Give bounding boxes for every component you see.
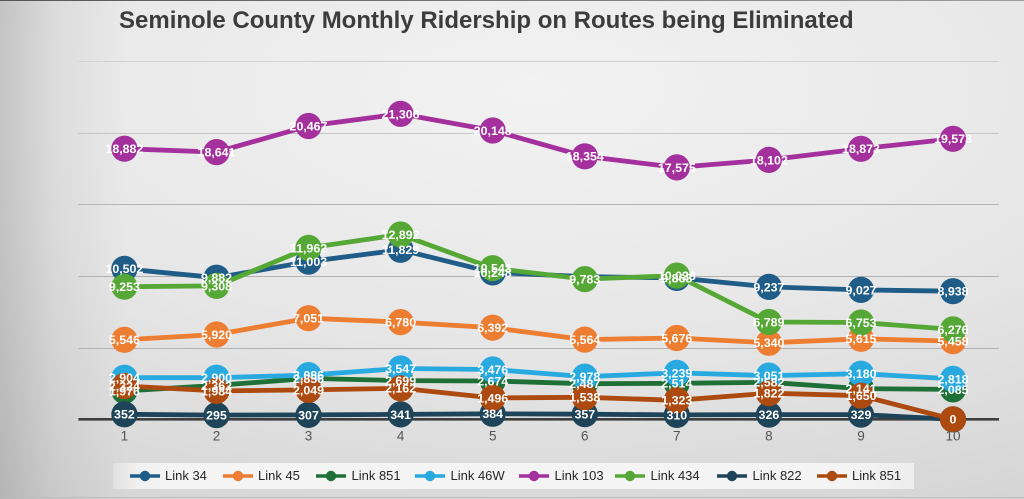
svg-text:2,674: 2,674 [477,374,508,388]
svg-text:20,148: 20,148 [474,124,512,138]
svg-text:9: 9 [857,429,865,444]
svg-text:10,543: 10,543 [474,262,512,276]
svg-text:310: 310 [666,408,687,422]
svg-text:3: 3 [305,429,313,444]
svg-text:307: 307 [298,408,319,422]
svg-text:2: 2 [213,429,221,444]
svg-text:17,575: 17,575 [658,161,696,175]
svg-text:329: 329 [851,408,872,422]
svg-text:9,253: 9,253 [109,280,140,294]
svg-text:2,362: 2,362 [201,379,232,393]
svg-text:5,676: 5,676 [661,331,692,345]
svg-text:18,102: 18,102 [750,153,788,167]
svg-text:11,003: 11,003 [290,255,327,269]
svg-text:6,753: 6,753 [845,316,876,330]
svg-text:2,818: 2,818 [937,372,968,386]
svg-text:2,900: 2,900 [201,371,232,385]
svg-text:9,882: 9,882 [201,271,232,285]
svg-text:295: 295 [206,409,227,423]
svg-text:7: 7 [673,429,681,444]
svg-text:11,962: 11,962 [290,241,327,255]
svg-text:10,502: 10,502 [105,262,143,276]
svg-text:2,141: 2,141 [845,382,876,396]
svg-text:19,573: 19,573 [934,132,972,146]
svg-text:3,086: 3,086 [293,369,324,383]
svg-text:3,239: 3,239 [661,366,692,380]
svg-text:3,547: 3,547 [385,362,416,376]
svg-text:5,340: 5,340 [753,336,784,350]
svg-text:10,248: 10,248 [474,266,512,280]
svg-text:2,856: 2,856 [293,372,324,386]
svg-text:5,564: 5,564 [569,333,600,347]
svg-text:357: 357 [574,408,595,422]
svg-text:10,028: 10,028 [658,269,696,283]
svg-text:5,458: 5,458 [937,335,968,349]
svg-text:21,306: 21,306 [382,107,420,121]
svg-text:1,984: 1,984 [201,384,232,398]
svg-text:1,323: 1,323 [661,394,692,408]
svg-text:2,049: 2,049 [293,383,324,397]
svg-text:9,308: 9,308 [201,279,232,293]
svg-text:9,868: 9,868 [661,271,692,285]
svg-text:10: 10 [945,429,960,444]
svg-text:0: 0 [950,413,957,427]
svg-text:3,180: 3,180 [845,367,876,381]
svg-text:6,789: 6,789 [753,315,784,329]
svg-text:6,780: 6,780 [385,316,416,330]
svg-text:18,882: 18,882 [105,142,143,156]
svg-text:18,354: 18,354 [566,150,604,164]
svg-text:6,276: 6,276 [937,323,968,337]
svg-text:8: 8 [765,429,773,444]
svg-text:9,027: 9,027 [845,283,876,297]
svg-text:6,392: 6,392 [477,321,508,335]
svg-text:5,920: 5,920 [201,328,232,342]
svg-text:2,324: 2,324 [109,379,140,393]
svg-text:2,904: 2,904 [109,371,140,385]
svg-text:1,976: 1,976 [109,384,140,398]
svg-text:326: 326 [759,408,780,422]
svg-text:2,487: 2,487 [569,377,600,391]
svg-text:1,650: 1,650 [845,389,876,403]
svg-text:5,546: 5,546 [109,333,140,347]
svg-text:3,476: 3,476 [477,363,508,377]
svg-text:2,162: 2,162 [385,382,416,396]
svg-text:3,051: 3,051 [753,369,784,383]
svg-text:11,829: 11,829 [382,243,419,257]
svg-text:5,615: 5,615 [845,332,876,346]
svg-text:1: 1 [121,429,129,444]
svg-text:9,237: 9,237 [753,280,784,294]
svg-text:1,538: 1,538 [569,391,600,405]
svg-text:6: 6 [581,429,589,444]
svg-text:18,873: 18,873 [842,142,880,156]
svg-text:8,938: 8,938 [937,285,968,299]
svg-text:20,467: 20,467 [290,119,328,133]
svg-text:352: 352 [114,408,135,422]
svg-text:18,641: 18,641 [198,146,236,160]
svg-text:5: 5 [489,429,497,444]
svg-text:7,051: 7,051 [293,312,324,326]
svg-text:1,822: 1,822 [753,387,784,401]
svg-text:2,699: 2,699 [385,374,416,388]
svg-text:341: 341 [390,408,411,422]
svg-text:2,514: 2,514 [661,377,692,391]
svg-text:12,892: 12,892 [382,228,420,242]
svg-text:4: 4 [397,429,405,444]
svg-text:2,085: 2,085 [937,383,968,397]
svg-text:384: 384 [482,407,503,421]
svg-text:1,496: 1,496 [477,391,508,405]
svg-text:2,582: 2,582 [753,376,784,390]
svg-text:9,783: 9,783 [569,273,600,287]
svg-text:2,978: 2,978 [569,370,600,384]
